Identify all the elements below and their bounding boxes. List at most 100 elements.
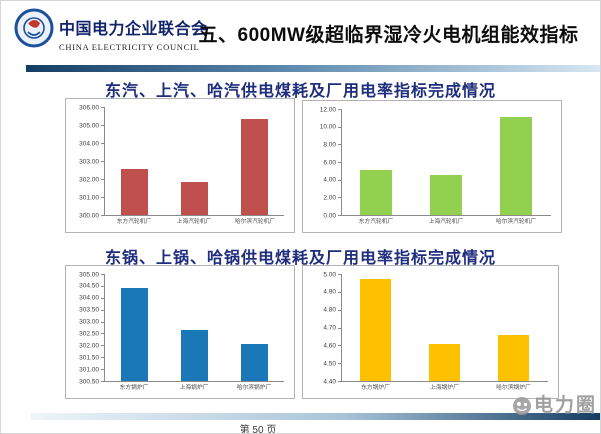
y-tick-label: 10.00 — [319, 122, 336, 130]
bar — [180, 329, 208, 381]
x-category-label: 哈尔滨汽轮机厂 — [234, 218, 276, 225]
bar — [359, 279, 392, 381]
x-category-label: 上海锅炉厂 — [179, 384, 209, 391]
y-tick-mark — [101, 297, 104, 299]
y-tick-label: 4.90 — [323, 287, 336, 296]
y-tick-mark — [101, 215, 104, 216]
watermark-label: 电力圈 — [533, 395, 597, 416]
y-tick-label: 303.50 — [79, 305, 99, 313]
y-tick-mark — [338, 162, 341, 163]
x-axis — [341, 381, 548, 382]
org-name-en: CHINA ELECTRICITY COUNCIL — [59, 42, 200, 52]
y-tick-label: 4.80 — [323, 305, 336, 313]
y-tick-mark — [338, 345, 341, 347]
y-axis — [341, 274, 342, 381]
y-tick-mark — [101, 179, 104, 180]
y-tick-label: 4.70 — [323, 323, 336, 331]
y-tick-mark — [338, 274, 341, 275]
x-category-label: 上海汽轮机厂 — [176, 218, 212, 225]
org-name-cn: 中国电力企业联合会 — [59, 21, 208, 38]
section-title-boiler: 东锅、上锅、哈锅供电煤耗及厂用电率指标完成情况 — [104, 250, 496, 267]
boiler-auxiliary-power-chart: 5.00 4.90 4.80 4.70 4.60 4.50 4.40 东方锅炉厂 上海锅炉厂 哈尔… — [302, 265, 559, 399]
boiler-coal-consumption-chart: 305.00 304.50 304.00 303.50 303.00 302.50 302.… — [65, 265, 295, 399]
y-tick-label: 304.00 — [79, 293, 99, 302]
y-tick-label: 12.00 — [319, 105, 336, 113]
y-tick-label: 6.00 — [323, 158, 336, 166]
bar — [120, 169, 148, 215]
y-tick-label: 304.00 — [79, 139, 99, 147]
y-tick-label: 306.00 — [79, 103, 99, 111]
logo-block: 中国电力企业联合会 CHINA ELECTRICITY COUNCIL — [14, 8, 208, 52]
x-axis — [341, 215, 551, 216]
watermark-icon — [512, 397, 531, 415]
y-tick-label: 305.00 — [79, 121, 99, 129]
y-tick-mark — [101, 274, 104, 275]
y-tick-mark — [101, 369, 104, 371]
bar — [428, 343, 461, 381]
x-axis — [104, 381, 284, 382]
y-axis — [341, 109, 342, 215]
y-tick-label: 0.00 — [323, 211, 336, 219]
page-number: 第 50 页 — [239, 425, 277, 434]
y-tick-mark — [338, 179, 341, 181]
y-tick-label: 302.50 — [79, 329, 99, 337]
y-tick-mark — [101, 345, 104, 347]
y-tick-mark — [101, 357, 104, 359]
y-tick-mark — [338, 309, 341, 311]
y-tick-mark — [101, 161, 104, 162]
y-tick-label: 302.00 — [79, 175, 99, 183]
y-tick-mark — [338, 327, 341, 329]
watermark: 电力圈 — [512, 396, 597, 416]
y-tick-label: 2.00 — [323, 193, 336, 201]
y-tick-label: 300.00 — [79, 211, 99, 219]
slide-title: 五、600MW级超临界湿冷火电机组能效指标 — [198, 25, 579, 46]
y-tick-label: 300.50 — [79, 377, 99, 385]
y-tick-mark — [338, 109, 341, 110]
x-category-label: 哈尔滨锅炉厂 — [236, 384, 272, 391]
x-axis — [104, 215, 284, 216]
y-tick-label: 4.00 — [323, 175, 336, 183]
y-tick-mark — [338, 197, 341, 199]
turbine-coal-consumption-chart: 306.00 305.00 304.00 303.00 302.00 301.00 300.… — [65, 98, 295, 233]
y-tick-label: 4.50 — [323, 359, 336, 367]
x-category-label: 东方锅炉厂 — [119, 384, 149, 391]
y-tick-label: 302.00 — [79, 341, 99, 349]
x-category-label: 东方汽轮机厂 — [116, 218, 152, 225]
bar — [430, 174, 462, 215]
x-category-label: 东方锅炉厂 — [361, 384, 390, 391]
y-tick-label: 5.00 — [323, 270, 336, 278]
y-tick-mark — [101, 107, 104, 108]
y-tick-mark — [101, 321, 104, 323]
y-tick-label: 301.00 — [79, 193, 99, 201]
header-divider — [26, 65, 600, 72]
y-tick-label: 304.50 — [79, 281, 99, 290]
y-tick-mark — [338, 215, 341, 216]
section-title-turbine: 东汽、上汽、哈汽供电煤耗及厂用电率指标完成情况 — [104, 83, 496, 100]
y-tick-mark — [338, 381, 341, 382]
y-tick-mark — [338, 363, 341, 365]
y-tick-mark — [101, 333, 104, 335]
y-tick-mark — [101, 309, 104, 311]
cec-logo-icon — [14, 8, 54, 48]
y-axis — [104, 274, 105, 381]
y-tick-label: 305.00 — [79, 270, 99, 278]
bar — [180, 181, 208, 215]
y-tick-mark — [101, 197, 104, 198]
y-tick-mark — [338, 291, 341, 293]
bar — [360, 170, 392, 215]
bar — [500, 117, 532, 215]
turbine-auxiliary-power-chart: 12.00 10.00 8.00 6.00 4.00 2.00 0.00 东方汽轮机厂 上海汽轮… — [302, 100, 562, 233]
y-tick-label: 301.00 — [79, 365, 99, 373]
y-tick-mark — [101, 285, 104, 287]
y-tick-mark — [338, 144, 341, 146]
bar — [240, 344, 268, 381]
y-tick-label: 8.00 — [323, 140, 336, 148]
bar — [497, 334, 530, 381]
y-tick-label: 4.60 — [323, 341, 336, 349]
y-axis — [104, 107, 105, 215]
x-category-label: 东方汽轮机厂 — [358, 218, 394, 225]
x-category-label: 上海汽轮机厂 — [428, 218, 464, 225]
y-tick-label: 301.50 — [79, 353, 99, 361]
y-tick-mark — [338, 126, 341, 128]
